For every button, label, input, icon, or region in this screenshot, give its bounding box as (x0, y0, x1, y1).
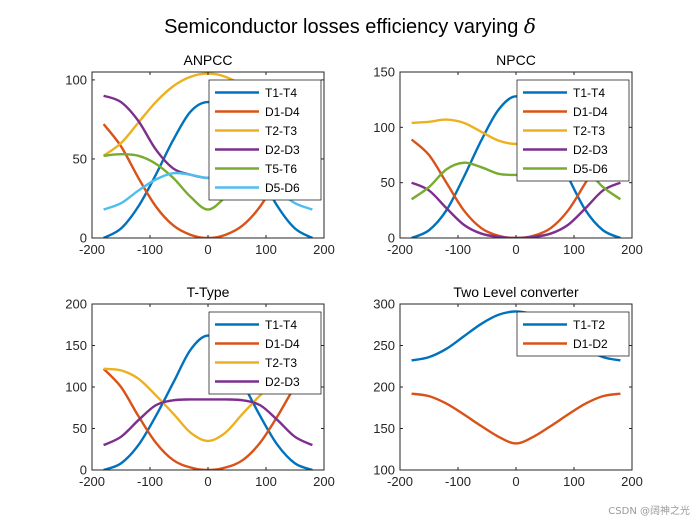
series-line-t1-t4 (411, 95, 621, 238)
y-tick-label: 150 (373, 421, 395, 436)
y-tick-label: 0 (80, 231, 87, 246)
y-tick-label: 50 (73, 151, 87, 166)
x-tick-label: 100 (255, 474, 277, 489)
subplot-title: Two Level converter (453, 284, 579, 300)
x-tick-label: -100 (445, 242, 471, 257)
x-tick-label: 0 (512, 242, 519, 257)
y-tick-label: 50 (381, 175, 395, 190)
legend-label-d1-d4: D1-D4 (265, 337, 300, 351)
legend: T1-T2 D1-D2 (516, 311, 630, 357)
subplot-t-type: -200 -100 0 100 200 0 50 100 150 200 T-Type T1-T4 D1… (65, 284, 335, 489)
series-line-d2-d3 (411, 181, 621, 238)
y-tick-label: 200 (65, 297, 87, 312)
x-tick-label: -200 (79, 474, 105, 489)
x-tick-label: 200 (313, 474, 335, 489)
legend: T1-T4 D1-D4 T2-T3 D2-D3 D5-D6 (516, 79, 630, 182)
x-tick-label: -100 (137, 242, 163, 257)
legend-label-d2-d3: D2-D3 (265, 143, 300, 157)
x-tick-label: 100 (563, 242, 585, 257)
y-tick-label: 50 (73, 421, 87, 436)
y-tick-label: 200 (373, 380, 395, 395)
x-tick-label: 200 (621, 242, 643, 257)
x-tick-label: 0 (204, 474, 211, 489)
legend-label-d2-d3: D2-D3 (265, 375, 300, 389)
x-tick-label: 0 (512, 474, 519, 489)
y-tick-label: 100 (373, 120, 395, 135)
y-tick-label: 100 (373, 463, 395, 478)
y-tick-label: 100 (65, 72, 87, 87)
legend-box (516, 311, 630, 357)
series-line-d1-d4 (102, 367, 314, 470)
legend-label-t1-t4: T1-T4 (573, 86, 605, 100)
x-tick-label: 200 (313, 242, 335, 257)
x-tick-label: 0 (204, 242, 211, 257)
subplot-title: ANPCC (183, 52, 232, 68)
x-tick-label: -200 (387, 242, 413, 257)
y-tick-label: 150 (65, 338, 87, 353)
series-line-d1-d2 (411, 392, 621, 445)
legend-label-d1-d2: D1-D2 (573, 337, 608, 351)
legend-label-t1-t4: T1-T4 (265, 318, 297, 332)
legend-label-d5-d6: D5-D6 (265, 181, 300, 195)
legend-label-t1-t4: T1-T4 (265, 86, 297, 100)
series-line-t1-t4 (103, 334, 313, 470)
y-tick-label: 0 (388, 231, 395, 246)
y-tick-label: 300 (373, 297, 395, 312)
subplot-title: T-Type (187, 284, 230, 300)
legend-label-d5-d6: D5-D6 (573, 162, 608, 176)
legend-label-t2-t3: T2-T3 (265, 124, 297, 138)
x-tick-label: 200 (621, 474, 643, 489)
legend: T1-T4 D1-D4 T2-T3 D2-D3 T5-T6 D5-D6 (208, 79, 322, 201)
legend-label-t5-t6: T5-T6 (265, 162, 297, 176)
legend-label-d1-d4: D1-D4 (265, 105, 300, 119)
legend-label-t1-t2: T1-T2 (573, 318, 605, 332)
x-tick-label: 100 (563, 474, 585, 489)
y-tick-label: 100 (65, 380, 87, 395)
legend-label-d2-d3: D2-D3 (573, 143, 608, 157)
x-tick-label: -200 (79, 242, 105, 257)
watermark: CSDN @阔神之光 (608, 504, 690, 517)
x-tick-label: 100 (255, 242, 277, 257)
series-line-t1-t4 (103, 100, 313, 238)
x-tick-label: -100 (137, 474, 163, 489)
legend-label-t2-t3: T2-T3 (265, 356, 297, 370)
subplot-two-level-converter: -200 -100 0 100 200 100 150 200 250 300 Two Level … (373, 284, 643, 489)
figure-title: Semiconductor losses efficiency varying … (164, 14, 536, 38)
subplot-anpcc: -200 -100 0 100 200 0 50 100 ANPCC T1-T4 D1-D4 T2-T… (65, 52, 335, 257)
subplot-npcc: -200 -100 0 100 200 0 50 100 150 NPCC T1-T4 D1-D4 T2… (373, 52, 643, 257)
series-line-d1-d4 (410, 138, 622, 238)
legend-box (208, 79, 322, 201)
x-tick-label: -100 (445, 474, 471, 489)
legend-label-d1-d4: D1-D4 (573, 105, 608, 119)
y-tick-label: 250 (373, 338, 395, 353)
legend: T1-T4 D1-D4 T2-T3 D2-D3 (208, 311, 322, 395)
subplot-title: NPCC (496, 52, 536, 68)
y-tick-label: 150 (373, 65, 395, 80)
x-tick-label: -200 (387, 474, 413, 489)
y-tick-label: 0 (80, 463, 87, 478)
legend-label-t2-t3: T2-T3 (573, 124, 605, 138)
series-line-d2-d3 (103, 398, 313, 447)
